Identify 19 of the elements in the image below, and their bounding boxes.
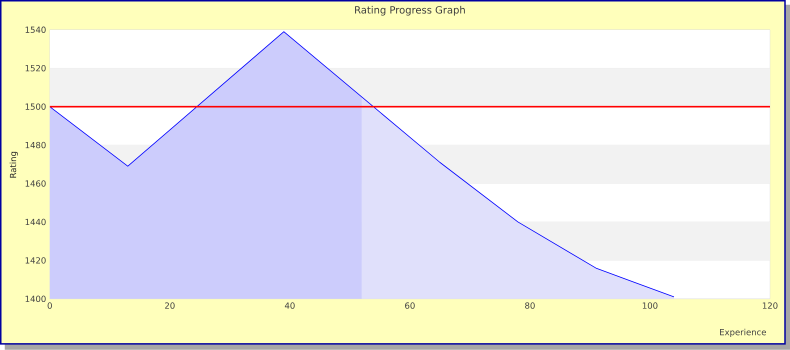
y-tick-label: 1460 [26, 180, 46, 187]
x-tick-label: 40 [284, 302, 295, 309]
line-series [50, 31, 674, 298]
y-tick-label: 1500 [26, 104, 46, 110]
x-tick-label: 120 [762, 302, 778, 309]
y-tick-label: 1440 [26, 218, 46, 226]
chart-title: Rating Progress Graph [355, 6, 465, 16]
y-tick-label: 1400 [26, 296, 46, 302]
y-tick-label: 1420 [26, 257, 46, 264]
y-tick-label: 1540 [26, 26, 46, 34]
y-axis-title: Rating [10, 152, 18, 178]
x-tick-label: 100 [642, 302, 658, 309]
x-axis-title: Experience [720, 328, 766, 338]
y-tick-label: 1480 [26, 142, 46, 148]
x-tick-label: 80 [525, 302, 535, 309]
y-tick-label: 1520 [26, 65, 46, 72]
x-tick-label: 60 [405, 302, 415, 309]
x-tick-label: 0 [48, 302, 52, 309]
x-tick-label: 20 [165, 302, 175, 309]
